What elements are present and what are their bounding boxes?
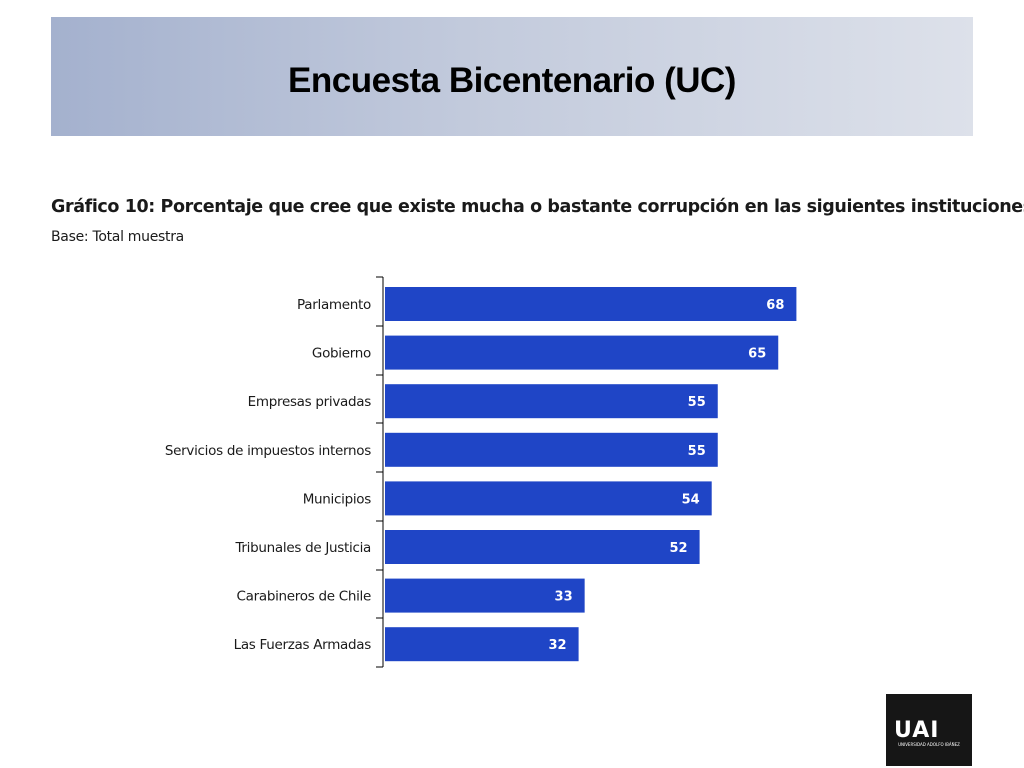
data-label: 33 bbox=[555, 590, 573, 605]
bar bbox=[385, 481, 712, 516]
category-label: Parlamento bbox=[297, 297, 371, 313]
bar bbox=[385, 530, 700, 564]
data-label: 54 bbox=[682, 492, 700, 507]
data-label: 55 bbox=[688, 395, 706, 410]
data-label: 32 bbox=[549, 638, 567, 653]
bar bbox=[385, 384, 718, 419]
category-label: Carabineros de Chile bbox=[237, 589, 372, 605]
data-label: 55 bbox=[688, 444, 706, 459]
category-label: Servicios de impuestos internos bbox=[165, 443, 371, 459]
bar bbox=[385, 335, 779, 370]
chart-subtitle: Base: Total muestra bbox=[51, 229, 184, 245]
category-label: Municipios bbox=[303, 491, 372, 507]
header-banner: Encuesta Bicentenario (UC) bbox=[51, 17, 973, 136]
bar bbox=[385, 432, 718, 467]
category-label: Gobierno bbox=[312, 346, 371, 362]
category-label: Tribunales de Justicia bbox=[234, 540, 371, 556]
bar bbox=[385, 287, 797, 321]
category-label: Las Fuerzas Armadas bbox=[234, 637, 372, 653]
university-logo-icon: UAI UNIVERSIDAD ADOLFO IBÁÑEZ bbox=[886, 694, 972, 766]
data-label: 52 bbox=[670, 541, 688, 556]
bar bbox=[385, 627, 579, 662]
logo-caption: UNIVERSIDAD ADOLFO IBÁÑEZ bbox=[898, 742, 960, 747]
chart-title: Gráfico 10: Porcentaje que cree que exis… bbox=[51, 197, 1024, 217]
data-label: 68 bbox=[766, 298, 784, 313]
category-label: Empresas privadas bbox=[248, 394, 372, 410]
bar bbox=[385, 578, 585, 613]
slide-title: Encuesta Bicentenario (UC) bbox=[288, 61, 736, 100]
logo-mark: UAI bbox=[894, 718, 940, 743]
data-label: 65 bbox=[748, 347, 766, 362]
